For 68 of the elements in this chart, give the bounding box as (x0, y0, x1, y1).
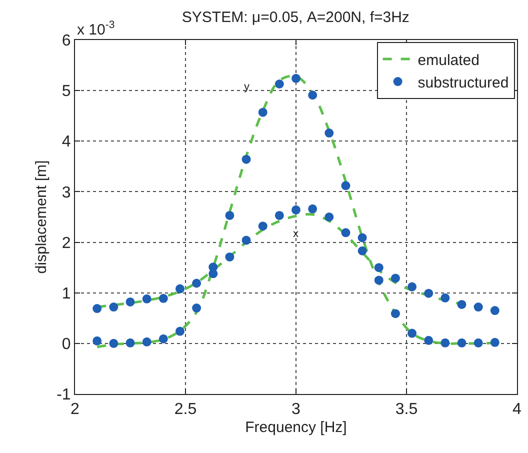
point (142, 337, 152, 346)
point (358, 233, 367, 242)
x-tick-label: 3 (292, 401, 301, 418)
point (92, 304, 102, 314)
point (126, 338, 135, 348)
point (175, 326, 184, 336)
chart-title: SYSTEM: μ=0.05, A=200N, f=3Hz (182, 8, 410, 26)
y-axis-title: displacement [m] (32, 160, 50, 274)
point (474, 302, 483, 312)
legend-label: emulated (418, 52, 480, 69)
point (225, 252, 234, 262)
point (192, 278, 202, 288)
point (490, 338, 500, 347)
y-tick-label: 6 (62, 32, 71, 50)
point (341, 228, 350, 238)
point (308, 204, 318, 214)
y-tick-label: 1 (62, 285, 71, 302)
point (142, 294, 152, 304)
point (457, 300, 466, 309)
point (308, 90, 318, 100)
text: x 10$^{-3}$ (77, 19, 115, 38)
x-axis-title: Frequency [Hz] (245, 419, 347, 436)
point (225, 210, 234, 220)
point (440, 293, 450, 302)
point (126, 297, 135, 306)
point (92, 336, 102, 346)
point (274, 80, 284, 88)
point (390, 274, 400, 283)
point (175, 284, 184, 294)
point (408, 328, 417, 338)
point (374, 276, 384, 285)
point (258, 222, 268, 231)
annotation: y (244, 81, 250, 93)
point (258, 108, 268, 117)
y-tick-label: 0 (62, 336, 71, 354)
point (440, 338, 450, 348)
y-tick-label: 4 (62, 134, 71, 151)
point (341, 181, 350, 190)
point (490, 306, 500, 316)
point (158, 334, 168, 344)
point (424, 336, 434, 345)
point (292, 205, 300, 214)
point (358, 246, 367, 256)
point (474, 338, 483, 348)
point (242, 154, 251, 164)
y-tick-label: -1 (56, 386, 71, 404)
point (324, 128, 334, 138)
point (192, 304, 202, 313)
legend-label: substructured (418, 74, 509, 92)
point (374, 263, 384, 272)
x-tick-label: 2.5 (174, 401, 197, 418)
point (242, 236, 251, 245)
point (292, 74, 300, 83)
point (324, 212, 334, 222)
point (109, 338, 118, 348)
x-tick-label: 3.5 (395, 401, 418, 418)
point (390, 309, 400, 318)
point (457, 338, 466, 348)
point (158, 294, 168, 303)
x-tick-label: 4 (512, 401, 522, 418)
point (109, 302, 118, 312)
y-tick-label: 2 (62, 234, 71, 252)
y-tick-label: 5 (62, 83, 71, 100)
point (408, 282, 417, 292)
point (274, 210, 284, 220)
point (424, 288, 434, 298)
y-tick-label: 3 (62, 184, 71, 202)
annotation: x (293, 228, 299, 240)
